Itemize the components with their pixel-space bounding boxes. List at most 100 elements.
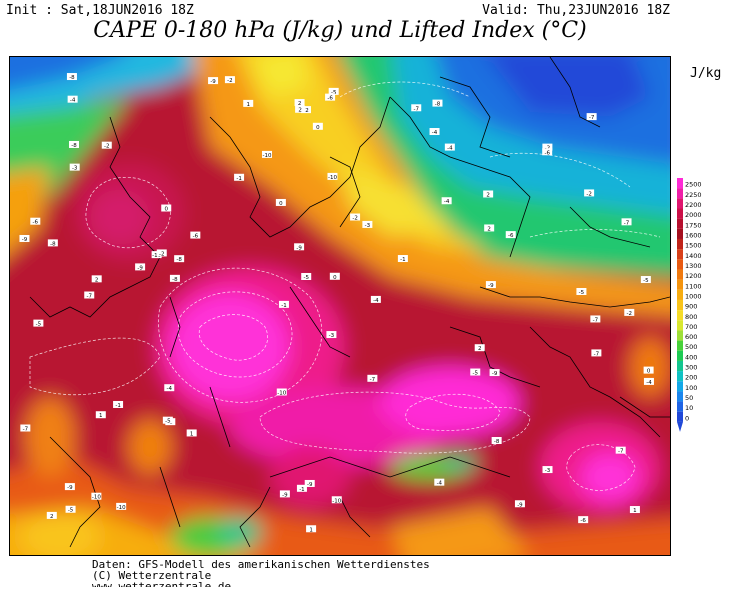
svg-text:2: 2	[487, 226, 491, 232]
scale-swatch	[677, 228, 683, 239]
li-label: 0	[643, 366, 654, 375]
li-label: -8	[174, 255, 185, 263]
li-label: -9	[514, 500, 525, 508]
li-label: -7	[84, 291, 95, 300]
svg-text:-1: -1	[281, 303, 286, 309]
map-title: CAPE 0-180 hPa (J/kg) und Lifted Index (…	[93, 18, 587, 43]
svg-text:-2: -2	[627, 311, 632, 317]
svg-text:-10: -10	[263, 153, 272, 159]
svg-text:-7: -7	[87, 294, 93, 300]
svg-text:-5: -5	[165, 419, 171, 425]
li-label: -5	[328, 87, 339, 96]
svg-text:-7: -7	[589, 115, 595, 121]
scale-label: 2200	[685, 201, 702, 209]
li-label: 0	[329, 272, 340, 281]
scale-label: 900	[685, 303, 697, 311]
li-label: 1	[186, 429, 197, 437]
svg-text:-9: -9	[296, 245, 302, 251]
footer-line-3: www.wetterzentrale.de	[92, 581, 430, 587]
svg-text:-9: -9	[307, 482, 313, 488]
svg-text:-9: -9	[492, 371, 498, 377]
scale-swatch	[677, 411, 683, 422]
scale-swatch	[677, 188, 683, 199]
li-label: -8	[69, 140, 80, 149]
scale-label: 1750	[685, 221, 702, 229]
svg-text:0: 0	[647, 369, 651, 375]
li-label: -5	[576, 287, 587, 296]
scale-label: 700	[685, 323, 697, 331]
li-label: -10	[327, 172, 338, 181]
svg-text:0: 0	[333, 275, 337, 281]
svg-text:-4: -4	[646, 380, 652, 386]
svg-text:-8: -8	[71, 143, 77, 149]
svg-text:-10: -10	[328, 175, 337, 181]
li-label: -8	[432, 99, 443, 108]
scale-swatch	[677, 350, 683, 361]
svg-text:-6: -6	[33, 220, 39, 226]
li-label: -4	[444, 143, 455, 152]
svg-text:1: 1	[633, 508, 637, 514]
svg-text:-5: -5	[643, 278, 649, 284]
li-label: -7	[411, 104, 422, 112]
li-label: -10	[276, 388, 287, 396]
svg-text:-9: -9	[488, 283, 494, 289]
scale-label: 2000	[685, 211, 702, 219]
svg-text:-5: -5	[331, 90, 337, 96]
color-scale: 2500 2250 2200 2000 1750 1600 1500 1400 1300 1200…	[677, 178, 707, 432]
li-label: -9	[489, 369, 500, 377]
li-label: -9	[64, 483, 75, 491]
svg-text:-8: -8	[176, 257, 182, 263]
scale-label: 2500	[685, 181, 702, 189]
svg-text:-9: -9	[67, 485, 73, 491]
li-label: 0	[312, 122, 323, 131]
scale-swatch	[677, 299, 683, 311]
svg-text:2: 2	[50, 514, 54, 520]
svg-text:-10: -10	[277, 390, 286, 396]
li-label: -5	[640, 276, 651, 284]
li-label: -6	[542, 148, 553, 156]
li-label: -3	[69, 163, 80, 172]
li-label: 2	[294, 99, 305, 107]
svg-text:-9: -9	[210, 79, 216, 85]
svg-text:-10: -10	[117, 505, 126, 511]
scale-swatch	[677, 218, 683, 229]
svg-text:-7: -7	[618, 449, 624, 455]
li-label: 2	[46, 511, 57, 520]
li-label: -9	[294, 243, 305, 251]
li-label: 2	[91, 275, 102, 283]
scale-swatch	[677, 259, 683, 270]
li-label: -10	[331, 496, 342, 504]
svg-text:-4: -4	[70, 98, 76, 104]
li-label: -6	[578, 516, 589, 524]
svg-text:-5: -5	[579, 290, 585, 296]
li-label: -4	[643, 377, 654, 386]
svg-text:-2: -2	[303, 108, 308, 114]
svg-text:-7: -7	[370, 377, 376, 383]
svg-text:-8: -8	[69, 75, 75, 81]
scale-label: 300	[685, 364, 697, 372]
li-label: 2	[483, 190, 494, 198]
li-label: -4	[370, 295, 381, 304]
scale-label: 1600	[685, 231, 702, 239]
svg-text:-10: -10	[332, 498, 341, 504]
footer-line-2: (C) Wetterzentrale	[92, 569, 212, 582]
svg-text:-5: -5	[36, 322, 42, 328]
scale-swatch	[677, 401, 683, 412]
svg-text:-6: -6	[508, 233, 514, 239]
scale-label: 2250	[685, 191, 702, 199]
scale-label: 600	[685, 333, 697, 341]
svg-text:-7: -7	[593, 317, 599, 323]
li-label: -9	[19, 234, 30, 243]
svg-text:2: 2	[478, 346, 482, 352]
li-label: -7	[367, 374, 378, 383]
li-label: -7	[615, 446, 626, 455]
svg-text:-4: -4	[437, 481, 443, 487]
scale-swatch	[677, 310, 683, 321]
svg-text:-4: -4	[373, 298, 379, 304]
scale-swatch	[677, 178, 683, 189]
svg-text:-1: -1	[236, 176, 241, 182]
li-label: 1	[629, 506, 640, 514]
svg-text:-4: -4	[432, 130, 438, 136]
scale-label: 1000	[685, 292, 702, 300]
li-label: -2	[624, 308, 635, 317]
